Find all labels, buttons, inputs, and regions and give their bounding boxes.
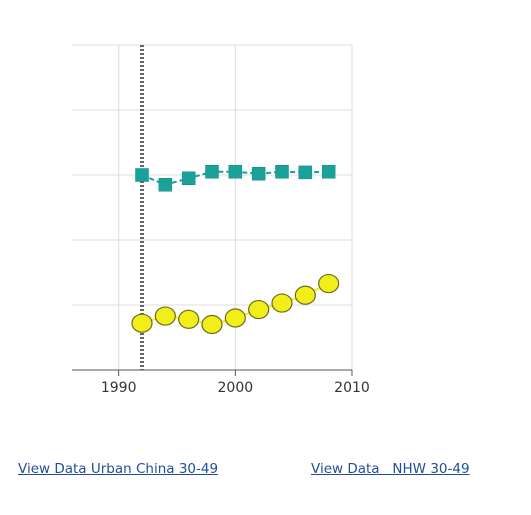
- circle-data-point: [294, 285, 316, 305]
- square-data-point: [321, 165, 336, 179]
- square-data-point: [251, 166, 266, 181]
- chart: 1990 2000 2010: [72, 44, 370, 396]
- view-data-urban-china-link[interactable]: View Data Urban China 30-49: [18, 461, 219, 477]
- x-tick-label: 2010: [334, 380, 370, 396]
- circle-data-point: [201, 314, 223, 335]
- square-data-point: [205, 165, 219, 179]
- square-data-point: [228, 165, 243, 179]
- square-data-point: [158, 178, 173, 192]
- square-data-point: [298, 165, 313, 180]
- view-data-nhw-link[interactable]: View Data NHW 30-49: [311, 461, 470, 477]
- x-tick-label: 2000: [218, 380, 254, 396]
- circle-data-point: [271, 293, 293, 313]
- circle-data-point: [318, 273, 340, 294]
- chart-axis: 1990 2000 2010: [72, 369, 370, 396]
- x-tick-label: 1990: [101, 380, 137, 396]
- square-data-point: [135, 168, 149, 182]
- circle-data-point: [248, 299, 270, 320]
- circle-data-point: [131, 313, 153, 333]
- chart-grid: [72, 44, 353, 370]
- chart-marks: [131, 45, 340, 370]
- square-data-point: [275, 165, 289, 179]
- square-data-point: [181, 171, 196, 185]
- circle-data-point: [224, 308, 246, 328]
- circle-data-point: [178, 309, 200, 329]
- circle-data-point: [154, 306, 176, 326]
